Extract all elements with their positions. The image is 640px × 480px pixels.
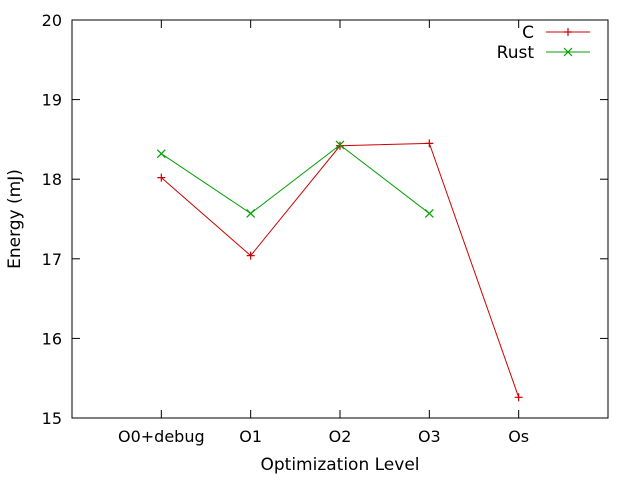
- y-axis-label: Energy (mJ): [5, 169, 25, 269]
- data-point-c: [157, 173, 166, 182]
- x-tick-label: O2: [329, 427, 352, 446]
- y-tick-label: 18: [42, 170, 62, 189]
- data-point-rust: [246, 209, 256, 218]
- data-point-rust: [335, 140, 345, 150]
- series-line-rust: [161, 144, 430, 215]
- y-tick-label: 17: [42, 250, 62, 269]
- legend-marker: [563, 47, 573, 57]
- data-point-c: [246, 251, 255, 260]
- x-axis: O0+debug O1 O2 O3 Os: [118, 20, 529, 446]
- data-point-rust: [424, 209, 434, 218]
- series-rust: [156, 140, 434, 218]
- y-tick-label: 19: [42, 91, 62, 110]
- legend-marker: [564, 28, 572, 36]
- series-c: [157, 139, 523, 402]
- series-line-c: [161, 142, 520, 398]
- y-tick-label: 15: [42, 409, 62, 428]
- legend-label: C: [522, 23, 534, 43]
- x-tick-label: O0+debug: [118, 427, 205, 446]
- y-tick-label: 16: [42, 329, 62, 348]
- x-axis-label: Optimization Level: [260, 455, 419, 475]
- x-tick-label: O1: [239, 427, 262, 446]
- plot-frame: [71, 19, 609, 419]
- data-point-c: [425, 139, 434, 148]
- x-tick-label: O3: [418, 427, 441, 446]
- data-point-rust: [156, 149, 166, 159]
- legend-label: Rust: [497, 43, 535, 63]
- y-tick-label: 20: [42, 11, 62, 30]
- data-point-c: [514, 393, 523, 402]
- y-axis: 15 16 17 18 19 20: [42, 11, 608, 428]
- x-tick-label: Os: [508, 427, 529, 446]
- series-layer: [156, 139, 523, 402]
